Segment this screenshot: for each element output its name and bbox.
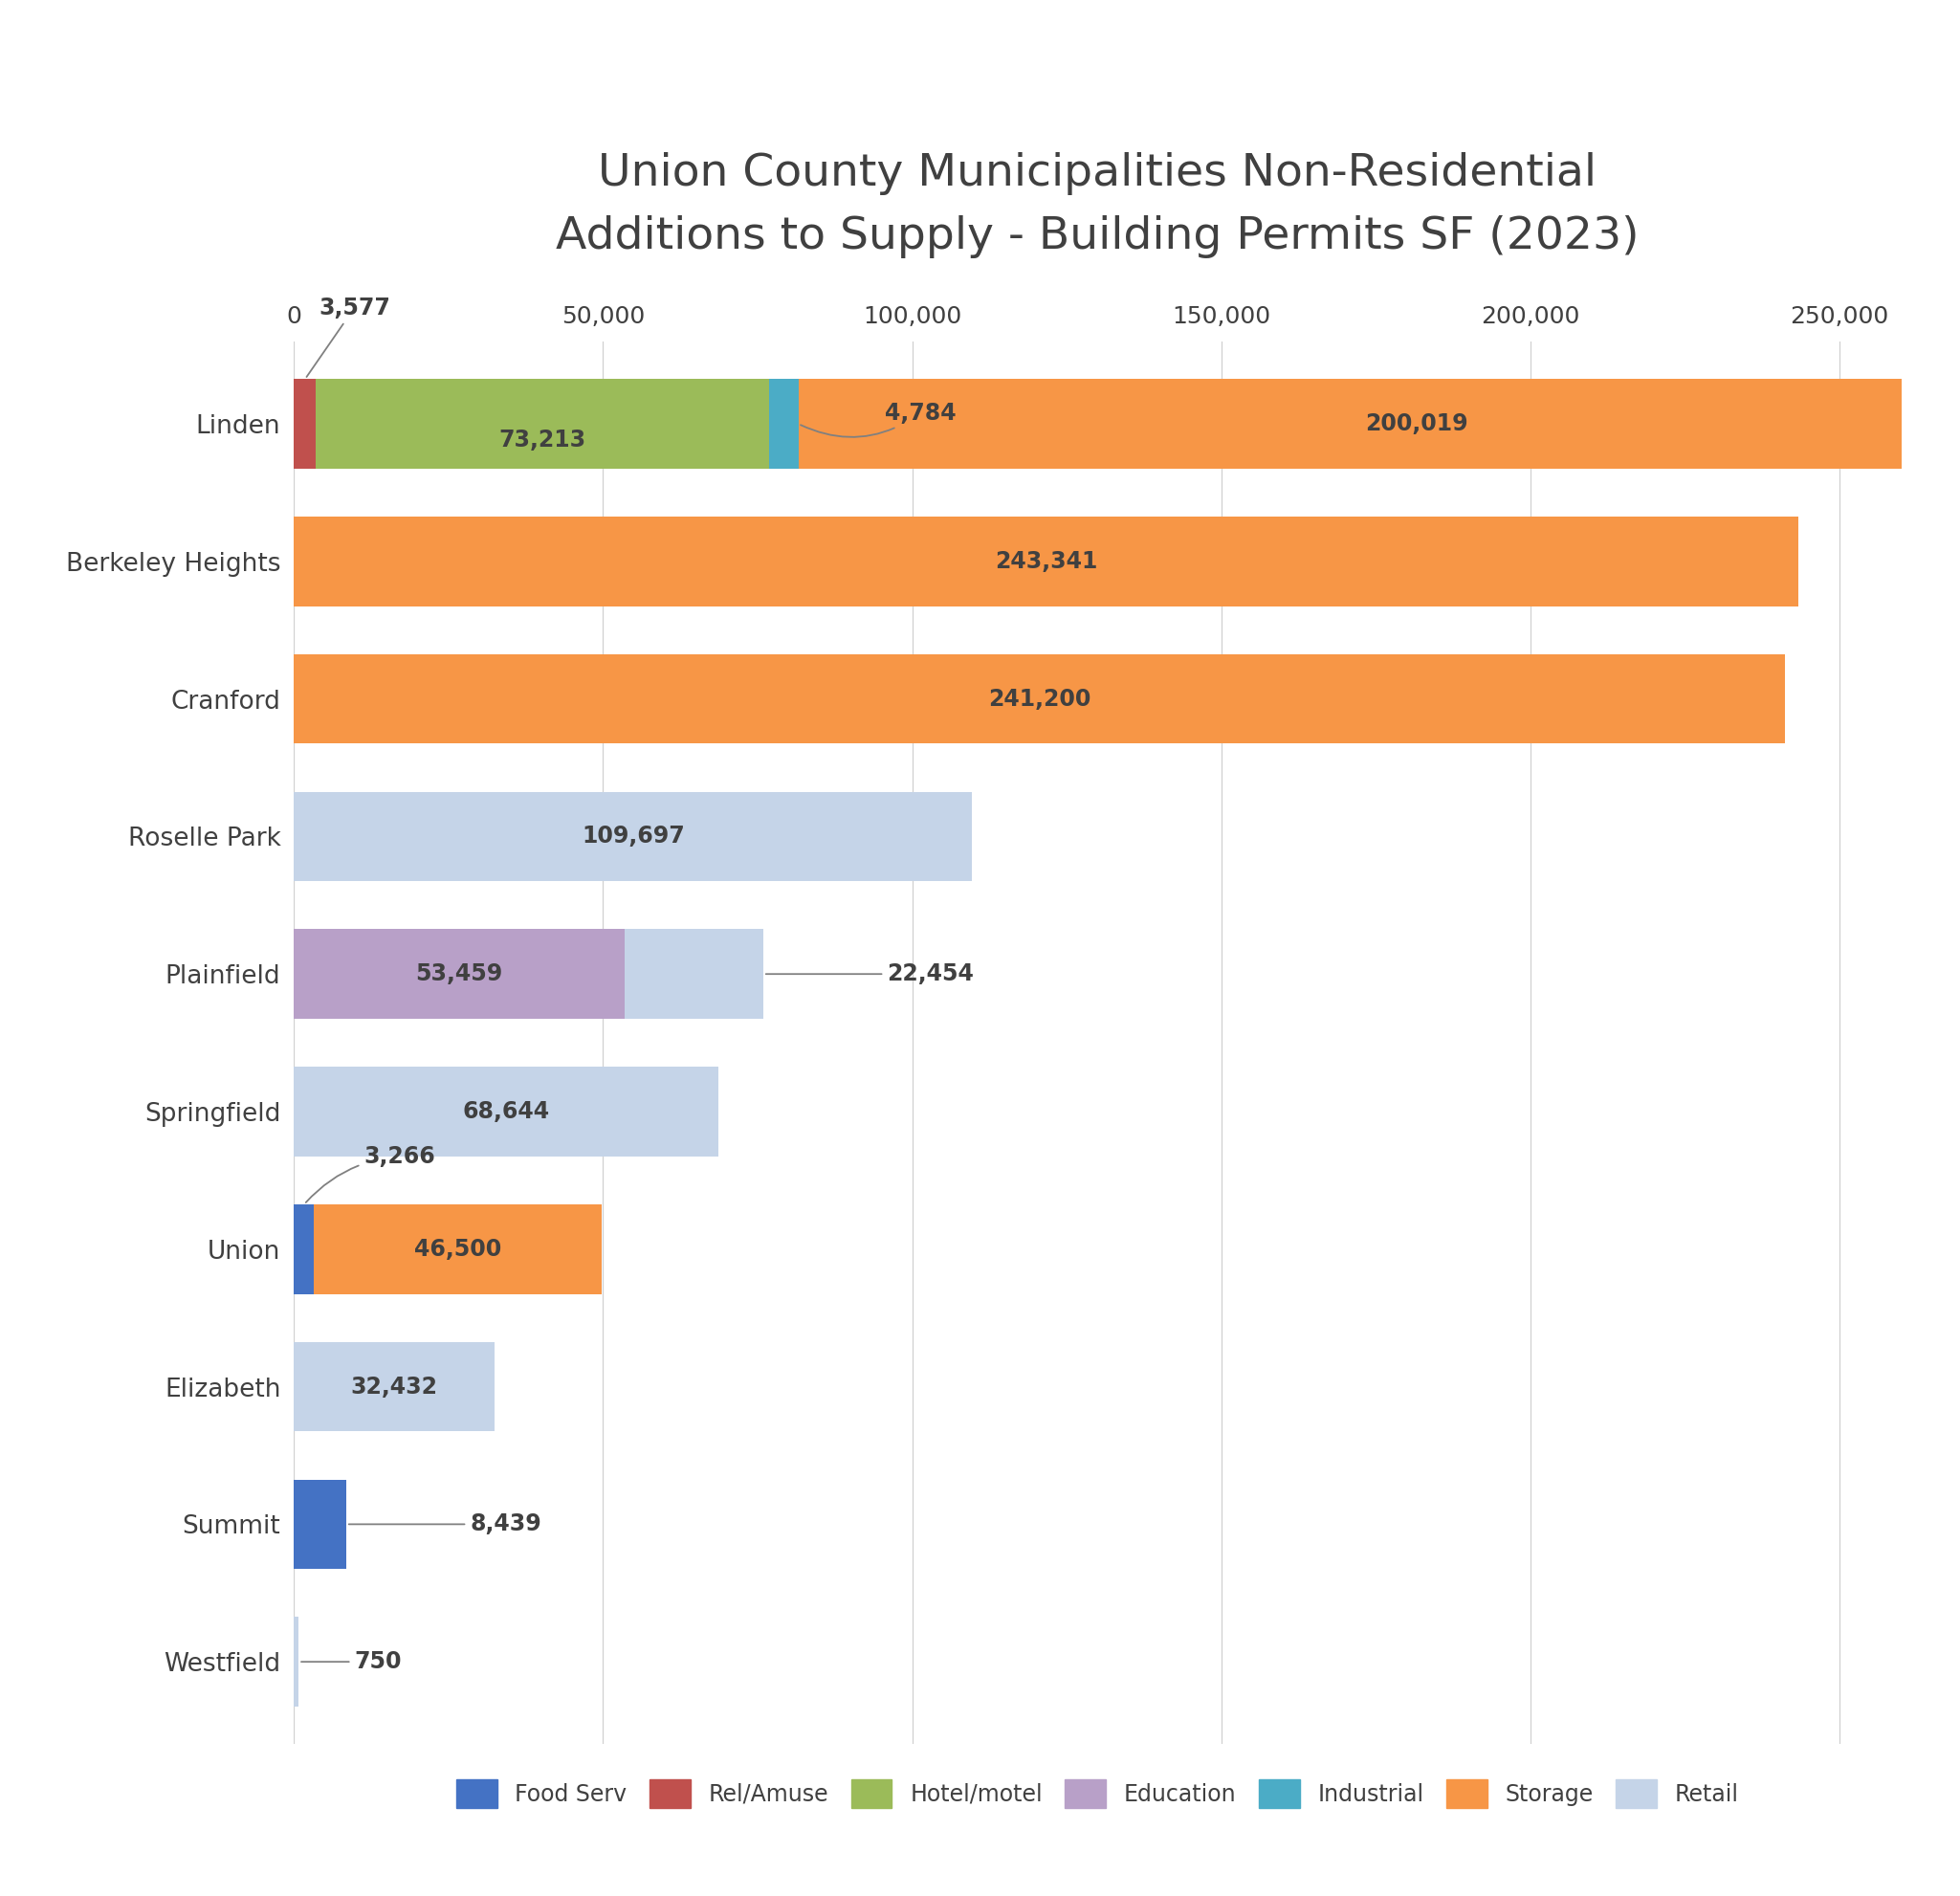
- Bar: [294, 793, 972, 882]
- Text: 73,213: 73,213: [498, 428, 586, 451]
- Bar: [294, 654, 1786, 743]
- Bar: [294, 929, 625, 1018]
- Bar: [294, 1479, 347, 1570]
- Bar: [294, 1342, 494, 1431]
- Bar: [294, 516, 1797, 607]
- Text: 200,019: 200,019: [1364, 411, 1468, 436]
- Text: 53,459: 53,459: [416, 963, 504, 986]
- Text: 8,439: 8,439: [349, 1513, 541, 1536]
- Bar: [316, 379, 768, 468]
- Bar: [294, 1204, 314, 1293]
- Bar: [625, 929, 762, 1018]
- Text: 750: 750: [302, 1650, 402, 1674]
- Text: 22,454: 22,454: [766, 963, 974, 986]
- Text: 241,200: 241,200: [988, 688, 1092, 711]
- Bar: [294, 1617, 298, 1706]
- Text: 243,341: 243,341: [996, 550, 1098, 573]
- Bar: [314, 1204, 602, 1293]
- Text: 109,697: 109,697: [582, 825, 684, 848]
- Text: 4,784: 4,784: [800, 402, 956, 438]
- Text: 68,644: 68,644: [463, 1100, 549, 1122]
- Bar: [294, 379, 316, 468]
- Text: 3,577: 3,577: [306, 296, 390, 377]
- Text: 32,432: 32,432: [351, 1375, 437, 1397]
- Title: Union County Municipalities Non-Residential
Additions to Supply - Building Permi: Union County Municipalities Non-Resident…: [557, 152, 1639, 258]
- Bar: [798, 379, 1960, 468]
- Text: 46,500: 46,500: [414, 1238, 502, 1261]
- Legend: Food Serv, Rel/Amuse, Hotel/motel, Education, Industrial, Storage, Retail: Food Serv, Rel/Amuse, Hotel/motel, Educa…: [447, 1771, 1748, 1816]
- Bar: [294, 1067, 717, 1157]
- Text: 3,266: 3,266: [306, 1145, 435, 1202]
- Bar: [768, 379, 798, 468]
